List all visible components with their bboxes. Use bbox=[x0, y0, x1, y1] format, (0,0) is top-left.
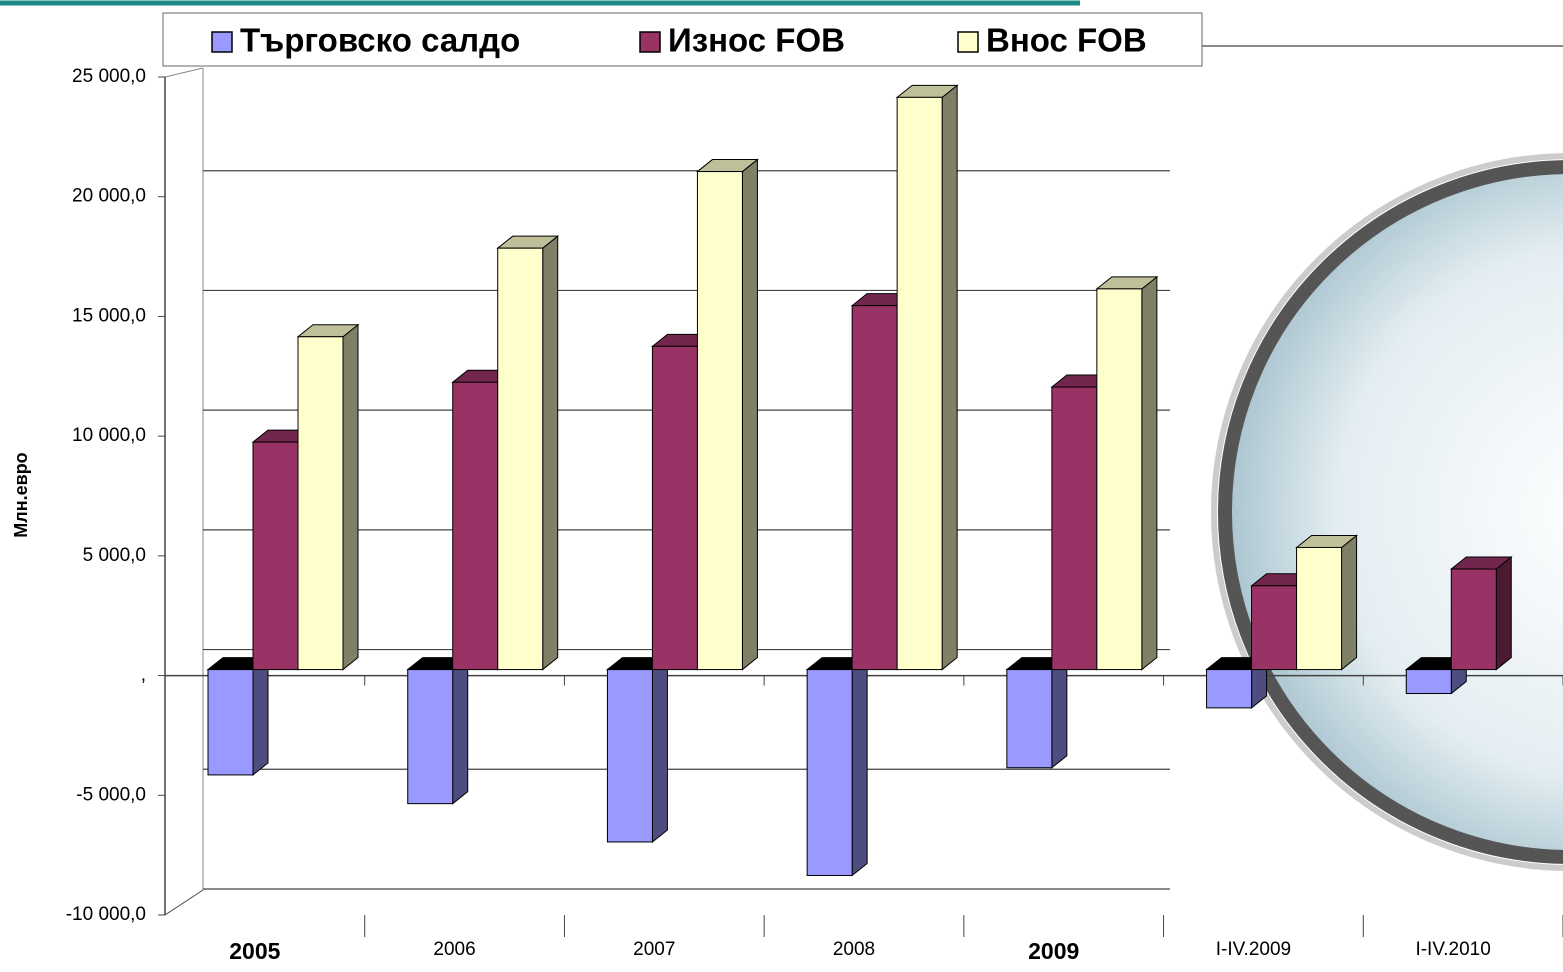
x-tick-label: 2009 bbox=[1028, 938, 1079, 964]
bar-side bbox=[1496, 557, 1511, 670]
bar bbox=[498, 236, 558, 669]
bar-side bbox=[543, 236, 558, 669]
bar-front bbox=[1252, 586, 1297, 670]
bar-front bbox=[697, 172, 742, 670]
legend-swatch bbox=[958, 32, 978, 52]
chart: -10 000,0 -5 000,0, 5 000,0 10 000,0 15 000,… bbox=[0, 0, 1563, 967]
legend-label: Внос FOB bbox=[986, 22, 1147, 59]
bar bbox=[408, 658, 468, 804]
bar-front bbox=[1297, 547, 1342, 669]
bar bbox=[1451, 557, 1511, 670]
y-axis-title: Млн.евро bbox=[11, 452, 31, 537]
bar-front bbox=[807, 670, 852, 876]
bar bbox=[1297, 535, 1357, 669]
y-tick-label: 20 000,0 bbox=[72, 186, 146, 207]
bar bbox=[298, 325, 358, 670]
bar-side bbox=[742, 160, 757, 670]
bar-side bbox=[942, 85, 957, 669]
bar-front bbox=[298, 337, 343, 670]
x-tick-label: 2008 bbox=[833, 939, 875, 960]
legend-label: Износ FOB bbox=[668, 22, 845, 59]
bar-front bbox=[1097, 289, 1142, 670]
y-tick-label: 15 000,0 bbox=[72, 305, 146, 326]
bar-side bbox=[652, 658, 667, 842]
y-tick-label: 25 000,0 bbox=[72, 66, 146, 87]
bar-front bbox=[1007, 670, 1052, 768]
legend-swatch bbox=[212, 32, 232, 52]
x-tick-label: 2006 bbox=[433, 939, 475, 960]
bar-front bbox=[1207, 670, 1252, 708]
magnifier bbox=[1214, 156, 1563, 868]
y-tick-label: -10 000,0 bbox=[66, 904, 146, 925]
legend-swatch bbox=[640, 32, 660, 52]
y-tick-label: 5 000,0 bbox=[83, 545, 146, 566]
bar-side bbox=[1142, 277, 1157, 670]
x-tick-label: 2007 bbox=[633, 939, 675, 960]
bar-front bbox=[1052, 387, 1097, 670]
bar-front bbox=[1406, 670, 1451, 694]
bar-front bbox=[408, 670, 453, 804]
bar bbox=[1007, 658, 1067, 768]
bar-side bbox=[852, 658, 867, 876]
bar bbox=[607, 658, 667, 842]
bar-front bbox=[897, 97, 942, 669]
x-tick-label: I-IV.2009 bbox=[1216, 939, 1291, 960]
bar-front bbox=[498, 248, 543, 669]
bar bbox=[208, 658, 268, 775]
bar bbox=[807, 658, 867, 876]
plot-wall bbox=[165, 68, 203, 915]
y-tick-label: , bbox=[141, 665, 146, 686]
bar-front bbox=[652, 346, 697, 669]
bar-side bbox=[1342, 535, 1357, 669]
bar-front bbox=[208, 670, 253, 775]
bar-side bbox=[453, 658, 468, 804]
bar-front bbox=[1451, 569, 1496, 670]
y-tick-label: 10 000,0 bbox=[72, 425, 146, 446]
bar-side bbox=[253, 658, 268, 775]
bar bbox=[1097, 277, 1157, 670]
x-tick-label: I-IV.2010 bbox=[1415, 939, 1490, 960]
bar-side bbox=[343, 325, 358, 670]
bar-front bbox=[453, 382, 498, 669]
bar-front bbox=[607, 670, 652, 842]
bar-front bbox=[852, 306, 897, 670]
bar-side bbox=[1052, 658, 1067, 768]
y-tick-label: -5 000,0 bbox=[76, 784, 146, 805]
bar-front bbox=[253, 442, 298, 669]
bar bbox=[697, 160, 757, 670]
x-tick-label: 2005 bbox=[229, 938, 280, 964]
legend-label: Търговско салдо bbox=[240, 22, 520, 59]
bar bbox=[897, 85, 957, 669]
